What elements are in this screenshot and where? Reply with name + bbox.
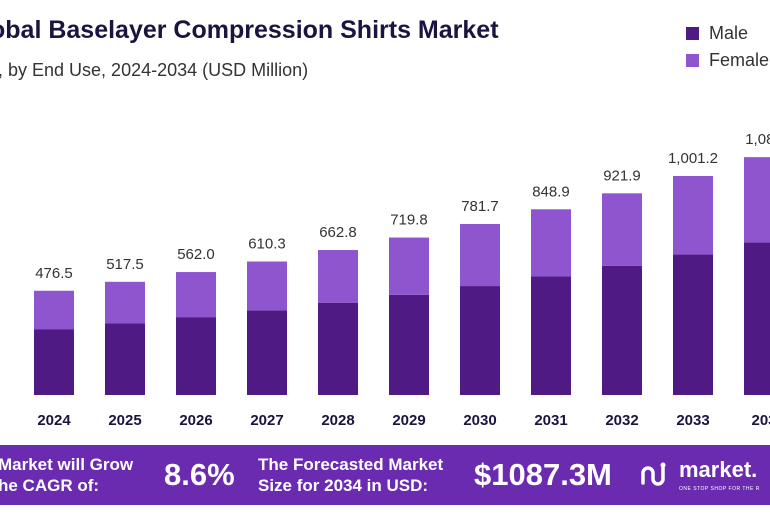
chart-title: obal Baselayer Compression Shirts Market	[0, 16, 499, 44]
x-tick-label-2031: 2031	[534, 412, 567, 429]
data-label-2030: 781.7	[461, 198, 499, 215]
cagr-caption-line1: Market will Grow	[0, 455, 134, 474]
data-label-2026: 562.0	[177, 246, 215, 263]
bar-male-2026	[176, 317, 216, 395]
bar-female-2030	[460, 224, 500, 287]
bar-female-2027	[247, 261, 287, 311]
brand-logo-icon	[641, 462, 666, 486]
bar-male-2024	[34, 329, 74, 395]
cagr-caption: Market will Grow he CAGR of:	[0, 454, 133, 496]
x-tick-label-2032: 2032	[605, 412, 638, 429]
forecast-caption: The Forecasted Market Size for 2034 in U…	[258, 454, 443, 496]
legend-swatch-male	[686, 27, 699, 40]
bar-male-203	[744, 242, 770, 395]
x-tick-label-2029: 2029	[392, 412, 425, 429]
data-label-2027: 610.3	[248, 235, 286, 252]
bar-female-2025	[105, 281, 145, 324]
data-label-2033: 1,001.2	[668, 150, 718, 167]
bar-male-2032	[602, 265, 642, 395]
x-tick-label-2027: 2027	[250, 412, 283, 429]
forecast-caption-line1: The Forecasted Market	[258, 455, 444, 474]
forecast-caption-line2: Size for 2034 in USD:	[258, 476, 429, 495]
bar-male-2033	[673, 254, 713, 395]
bar-male-2029	[389, 294, 429, 395]
legend-swatch-female	[686, 54, 699, 67]
bar-male-2031	[531, 276, 571, 395]
forecast-value: $1087.3M	[474, 457, 612, 492]
legend-label-male: Male	[709, 23, 749, 43]
bar-female-2028	[318, 250, 358, 303]
cagr-value: 8.6%	[164, 457, 235, 492]
x-tick-label-2033: 2033	[676, 412, 709, 429]
bar-male-2028	[318, 302, 358, 395]
bar-female-203	[744, 157, 770, 243]
x-tick-label-2030: 2030	[463, 412, 496, 429]
x-tick-label-2024: 2024	[37, 412, 71, 429]
x-tick-label-2025: 2025	[108, 412, 141, 429]
data-label-2024: 476.5	[35, 265, 73, 282]
x-tick-label-2028: 2028	[321, 412, 354, 429]
bar-female-2026	[176, 272, 216, 318]
chart-subtitle: , by End Use, 2024-2034 (USD Million)	[0, 60, 309, 80]
bar-male-2030	[460, 286, 500, 395]
bar-female-2031	[531, 209, 571, 277]
info-banner: Market will Grow he CAGR of: 8.6% The Fo…	[0, 445, 770, 505]
brand-tagline: ONE STOP SHOP FOR THE R	[679, 486, 760, 492]
legend-item-male: Male	[686, 20, 769, 47]
data-label-2029: 719.8	[390, 212, 428, 229]
bar-female-2029	[389, 237, 429, 295]
data-label-203: 1,087	[745, 131, 770, 148]
chart-plot-area: 476.5 2024 517.5 2025 562.0 2026 610.3 2027 662.…	[34, 131, 770, 429]
bar-female-2024	[34, 290, 74, 330]
bar-female-2033	[673, 175, 713, 255]
data-label-2028: 662.8	[319, 224, 357, 241]
data-label-2032: 921.9	[603, 167, 641, 184]
legend: Male Female	[686, 20, 769, 74]
x-tick-label-203: 203	[751, 412, 770, 429]
legend-item-female: Female	[686, 47, 769, 74]
bar-male-2027	[247, 310, 287, 395]
bar-male-2025	[105, 323, 145, 395]
bar-female-2032	[602, 193, 642, 266]
data-label-2025: 517.5	[106, 256, 144, 273]
legend-label-female: Female	[709, 50, 770, 70]
brand-name: market.	[679, 457, 758, 482]
cagr-caption-line2: he CAGR of:	[0, 476, 100, 495]
data-label-2031: 848.9	[532, 183, 570, 200]
x-tick-label-2026: 2026	[179, 412, 212, 429]
